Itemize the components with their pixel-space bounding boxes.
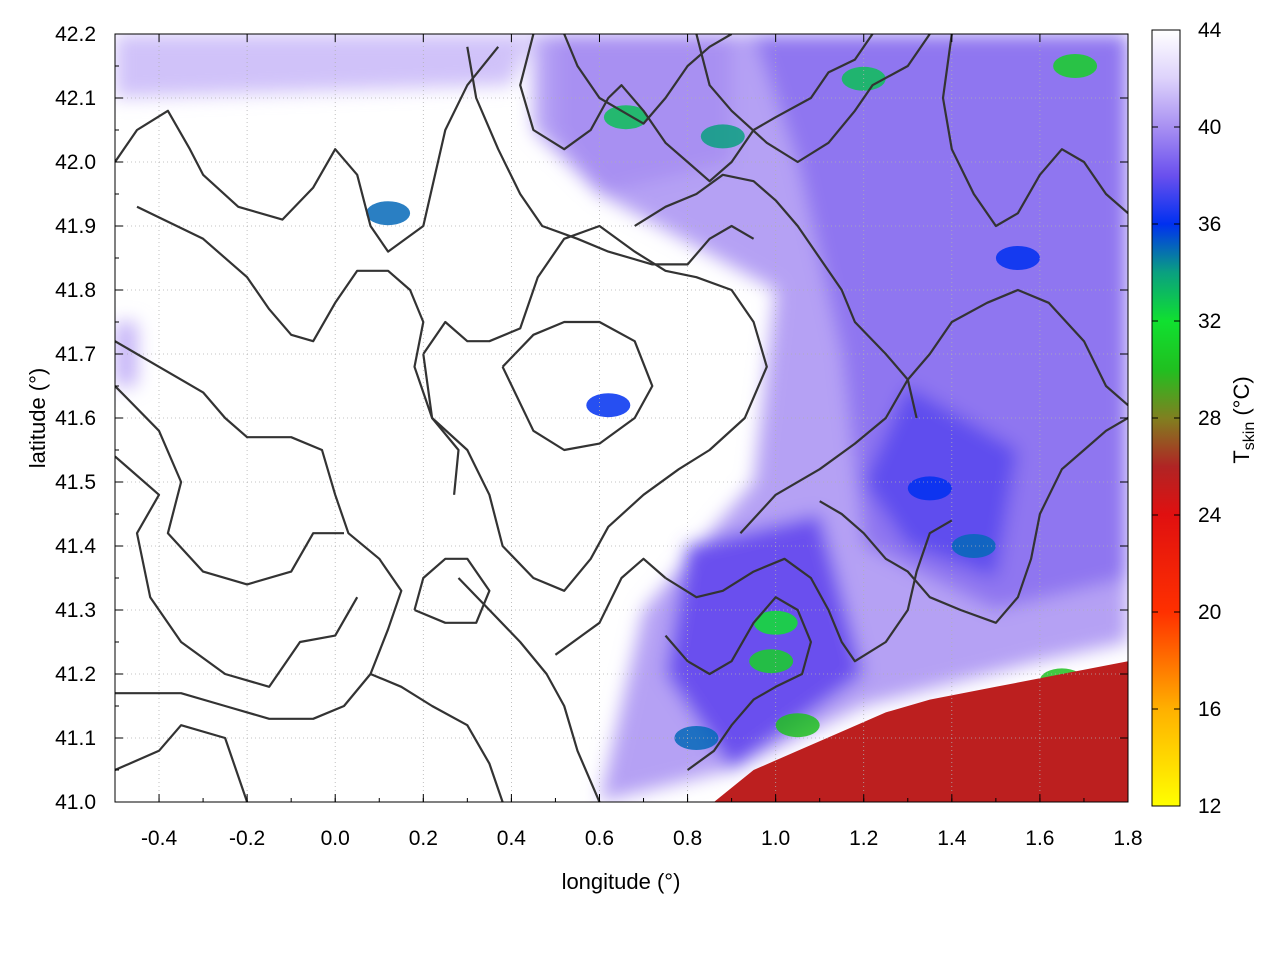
contour-line — [941, 34, 1128, 228]
y-tick-label: 41.9 — [55, 215, 96, 238]
contour-lines — [115, 34, 1128, 802]
contour-line — [115, 385, 344, 586]
contour-line — [115, 724, 249, 802]
contour-line — [664, 596, 813, 771]
x-axis: -0.4 -0.2 0.0 0.2 0.4 0.6 0.8 1.0 1.2 1.4 1.6 1.8 — [114, 34, 1143, 850]
colorbar-tick-label: 12 — [1198, 795, 1221, 818]
y-tick-label: 41.8 — [55, 279, 96, 302]
colorbar-tick-label: 20 — [1198, 601, 1221, 624]
x-tick-label: -0.4 — [141, 827, 178, 850]
contour-line — [819, 417, 1128, 624]
x-tick-label: 1.2 — [849, 827, 878, 850]
y-tick-label: 41.7 — [55, 343, 96, 366]
temperature-patch — [674, 726, 719, 750]
y-tick-label: 42.0 — [55, 151, 96, 174]
temperature-patch — [995, 246, 1040, 270]
temperature-wash — [115, 322, 137, 386]
contour-line — [115, 46, 500, 253]
x-tick-label: 1.8 — [1113, 827, 1142, 850]
contour-line — [501, 320, 654, 452]
contour-line — [554, 557, 667, 656]
contour-line — [115, 340, 403, 720]
plot-area — [115, 34, 1128, 802]
y-axis-label: latitude (°) — [25, 368, 50, 469]
x-tick-label: 1.0 — [761, 827, 790, 850]
contour-line — [739, 288, 1128, 534]
contour-line — [466, 46, 755, 266]
contour-line — [457, 577, 601, 802]
y-tick-label: 42.2 — [55, 23, 96, 46]
y-tick-label: 41.1 — [55, 727, 96, 750]
temperature-wash — [665, 514, 864, 770]
colorbar-label: Tskin (°C) — [1229, 376, 1258, 463]
contour-line — [413, 557, 491, 624]
colorbar-tick-label: 24 — [1198, 504, 1222, 527]
temperature-patch — [907, 476, 952, 501]
contour-line — [519, 34, 874, 183]
x-tick-label: 0.2 — [409, 827, 438, 850]
x-tick-label: 0.0 — [321, 827, 350, 850]
contour-line — [664, 519, 953, 663]
colorbar-tick-label: 32 — [1198, 310, 1221, 333]
x-tick-label: 0.4 — [497, 827, 527, 850]
y-tick-label: 41.2 — [55, 663, 96, 686]
x-tick-label: 1.4 — [937, 827, 967, 850]
colorbar: 12 16 20 24 28 32 36 40 44 Tskin (°C) — [1151, 19, 1258, 818]
temperature-patch — [366, 201, 411, 226]
x-tick-label: -0.2 — [229, 827, 265, 850]
x-tick-label: 0.6 — [585, 827, 614, 850]
temperature-wash — [115, 34, 534, 98]
sea-region — [714, 661, 1128, 802]
temperature-patch — [603, 105, 648, 130]
x-tick-label: 1.6 — [1025, 827, 1054, 850]
colorbar-tick-label: 28 — [1198, 407, 1221, 430]
y-axis: 41.0 41.1 41.2 41.3 41.4 41.5 41.6 41.7 41.8 41.9… — [55, 23, 1128, 814]
colorbar-tick-label: 44 — [1198, 19, 1222, 42]
contour-line — [136, 205, 460, 495]
temperature-patch — [1053, 54, 1098, 78]
temperature-wash — [753, 34, 1128, 610]
colorbar-tick-label: 40 — [1198, 116, 1221, 139]
y-tick-label: 42.1 — [55, 87, 96, 110]
contour-line — [115, 455, 359, 688]
contour-line — [422, 224, 768, 592]
y-tick-label: 41.3 — [55, 599, 96, 622]
x-tick-label: 0.8 — [673, 827, 702, 850]
temperature-patch — [700, 124, 745, 149]
contour-line — [370, 672, 504, 802]
colorbar-ticks: 12 16 20 24 28 32 36 40 44 — [1152, 19, 1222, 818]
y-tick-label: 41.5 — [55, 471, 96, 494]
y-tick-label: 41.4 — [55, 535, 96, 558]
temperature-patch — [586, 393, 631, 418]
contour-line — [634, 173, 918, 419]
sea-region-layer — [714, 661, 1128, 802]
colorbar-tick-label: 16 — [1198, 698, 1221, 721]
y-tick-label: 41.0 — [55, 791, 96, 814]
y-tick-label: 41.6 — [55, 407, 96, 430]
contour-line — [695, 34, 931, 164]
x-axis-label: longitude (°) — [562, 869, 681, 894]
temperature-patch — [749, 649, 794, 674]
temperature-patch — [951, 534, 996, 558]
colorbar-tick-label: 36 — [1198, 213, 1221, 236]
temperature-patch — [775, 713, 820, 738]
